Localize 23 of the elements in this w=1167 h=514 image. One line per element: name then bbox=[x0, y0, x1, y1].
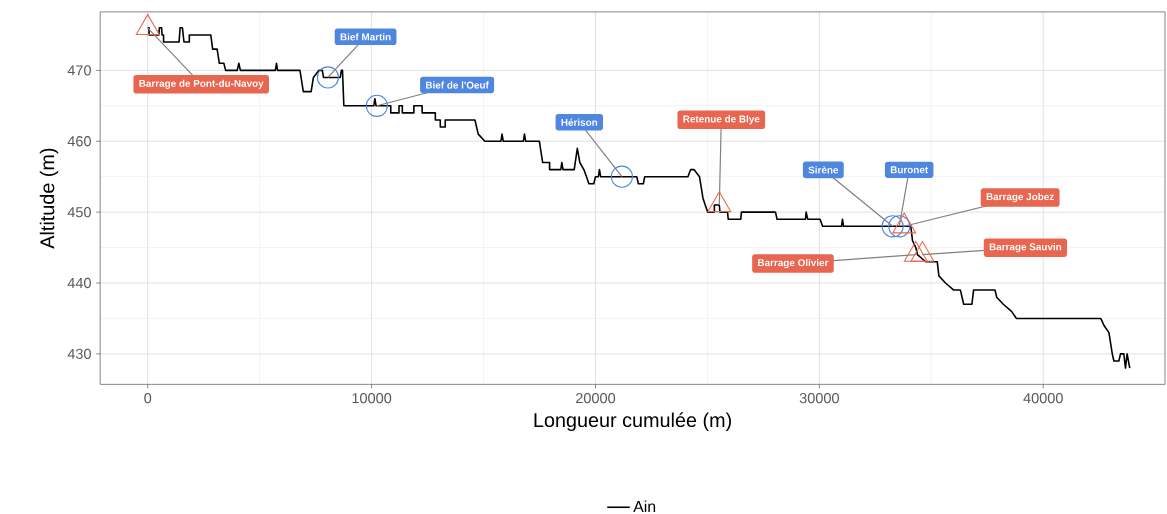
x-tick-label: 30000 bbox=[799, 392, 839, 404]
annotation: Bief de l'Oeuf bbox=[426, 81, 489, 89]
annotation: Sirène bbox=[808, 166, 839, 174]
y-tick-label: 460 bbox=[67, 136, 91, 147]
annotation: Hérison bbox=[561, 118, 598, 126]
y-tick-label: 440 bbox=[67, 277, 91, 289]
annotation: Barrage Jobez bbox=[986, 192, 1054, 203]
legend-label: Ain bbox=[633, 500, 656, 512]
y-axis-title: Altitude (m) bbox=[39, 148, 59, 249]
annotation: Bief Martin bbox=[340, 33, 391, 41]
x-axis-title: Longueur cumulée (m) bbox=[534, 412, 731, 431]
y-tick-label: 450 bbox=[67, 206, 91, 218]
annotation: Barrage Sauvin bbox=[989, 243, 1062, 253]
y-tick-label: 470 bbox=[67, 65, 91, 76]
x-tick-label: 0 bbox=[144, 392, 152, 404]
x-tick-label: 10000 bbox=[352, 392, 392, 404]
annotation: Barrage Olivier bbox=[758, 258, 829, 269]
x-tick-label: 20000 bbox=[576, 392, 616, 404]
annotation: Buronet bbox=[890, 166, 929, 174]
y-tick-label: 430 bbox=[67, 348, 91, 359]
x-tick-label: 40000 bbox=[1023, 392, 1063, 404]
annotation: Retenue de Blye bbox=[683, 115, 760, 125]
annotation: Barrage de Pont-du-Navoy bbox=[139, 79, 264, 89]
